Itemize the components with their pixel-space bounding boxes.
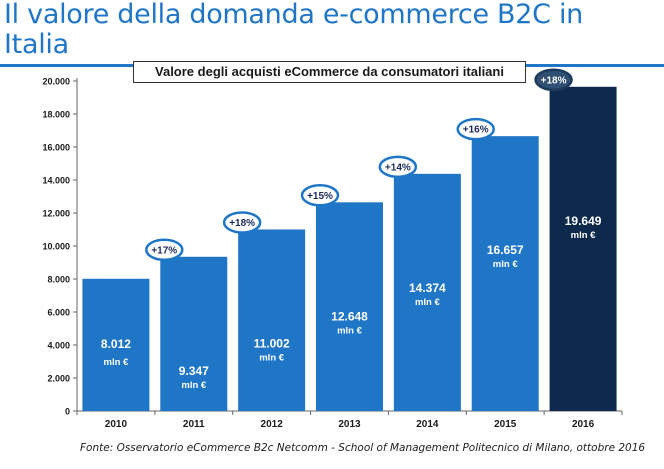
bar-value-label: 12.648 — [331, 309, 368, 323]
bar-value-label: 8.012 — [101, 337, 131, 351]
bar-value-label: 9.347 — [179, 364, 209, 378]
bar-unit-label: mln € — [259, 352, 285, 363]
bar-2012 — [238, 229, 306, 411]
bar-2014 — [393, 173, 461, 411]
bar-2015 — [471, 136, 539, 412]
y-tick-label: 18.000 — [42, 110, 70, 120]
bar-value-label: 19.649 — [565, 214, 602, 228]
growth-label: +17% — [151, 245, 177, 256]
x-tick-label: 2015 — [494, 419, 517, 430]
bar-value-label: 14.374 — [409, 281, 446, 295]
source-note: Fonte: Osservatorio eCommerce B2c Netcom… — [80, 442, 646, 454]
growth-badge — [456, 117, 495, 141]
x-tick-label: 2011 — [183, 419, 205, 430]
bar-unit-label: mln € — [181, 380, 207, 391]
y-tick-label: 20.000 — [42, 77, 70, 87]
y-tick-label: 4.000 — [47, 341, 70, 351]
y-tick-label: 12.000 — [42, 209, 70, 219]
bar-unit-label: mln € — [415, 297, 441, 308]
bar-value-label: 16.657 — [487, 243, 524, 257]
y-tick-label: 6.000 — [47, 308, 70, 318]
growth-badge — [145, 238, 184, 262]
y-tick-label: 8.000 — [47, 275, 70, 285]
growth-badge — [222, 211, 262, 234]
growth-label: +16% — [463, 125, 489, 136]
y-tick-label: 16.000 — [42, 143, 70, 153]
growth-badge — [534, 68, 573, 92]
chart-title: Valore degli acquisti eCommerce da consu… — [133, 61, 526, 83]
x-tick-label: 2016 — [572, 419, 595, 430]
bar-unit-label: mln € — [571, 230, 597, 241]
growth-badge — [378, 155, 418, 179]
bar-unit-label: mln € — [493, 259, 519, 270]
bar-2011 — [160, 256, 228, 411]
y-tick-label: 0 — [65, 407, 70, 417]
x-tick-label: 2014 — [416, 419, 439, 430]
y-tick-label: 2.000 — [47, 374, 70, 384]
y-tick-label: 14.000 — [42, 176, 70, 186]
growth-label: +18% — [229, 218, 255, 229]
x-tick-label: 2012 — [261, 419, 284, 430]
growth-label: +15% — [307, 191, 333, 202]
growth-label: +18% — [541, 75, 567, 86]
page-title: Il valore della domanda e-commerce B2C i… — [4, 0, 583, 60]
bar-unit-label: mln € — [104, 357, 130, 368]
bar-2013 — [316, 202, 383, 411]
bar-2016 — [549, 86, 617, 411]
bar-2010 — [82, 278, 150, 411]
x-tick-label: 2010 — [105, 419, 128, 430]
bar-unit-label: mln € — [337, 325, 363, 336]
x-tick-label: 2013 — [338, 419, 361, 430]
growth-badge — [300, 184, 340, 207]
growth-label: +14% — [385, 162, 411, 173]
y-tick-label: 10.000 — [42, 242, 70, 252]
bar-value-label: 11.002 — [254, 336, 290, 350]
